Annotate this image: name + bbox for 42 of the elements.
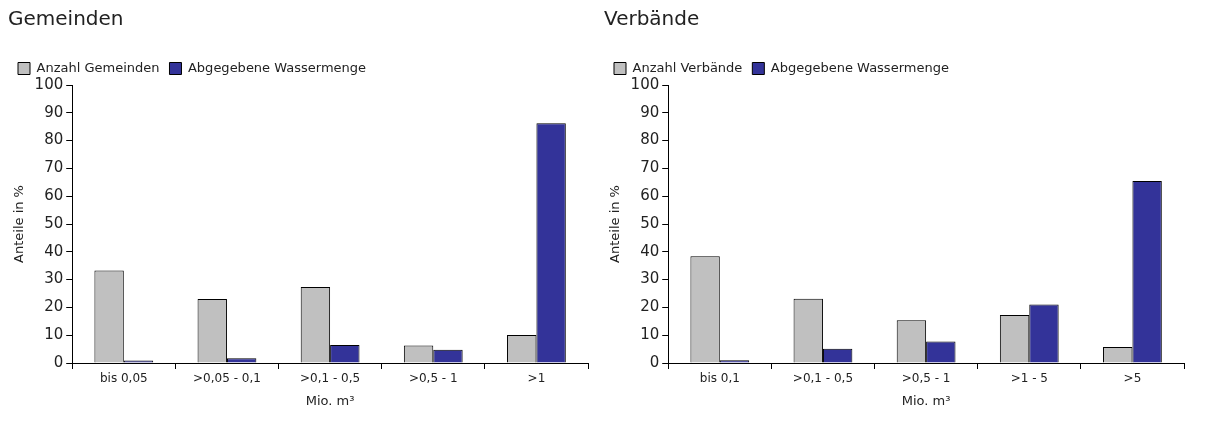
y-tick-label: 40 — [640, 241, 660, 260]
y-tick-label: 60 — [640, 186, 660, 205]
x-tick-label: bis 0,05 — [99, 371, 148, 386]
y-tick-label: 60 — [44, 186, 64, 205]
chart-title: Gemeinden — [8, 6, 124, 31]
y-tick-label: 0 — [53, 352, 64, 371]
y-tick-label: 10 — [44, 325, 64, 344]
y-axis-title: Anteile in % — [607, 185, 623, 263]
x-tick-label: >5 — [1123, 371, 1142, 386]
y-tick-label: 100 — [34, 74, 64, 93]
x-tick-label: >0,1 - 0,5 — [300, 371, 361, 386]
y-tick-label: 20 — [640, 297, 660, 316]
x-tick-label: >0,5 - 1 — [901, 371, 951, 386]
y-tick-label: 0 — [649, 352, 660, 371]
x-tick-label: >1 — [527, 371, 546, 386]
y-tick-label: 30 — [44, 269, 64, 288]
y-axis-title: Anteile in % — [11, 185, 27, 263]
x-tick-label: bis 0,1 — [699, 371, 740, 386]
x-tick-label: >0,05 - 0,1 — [193, 371, 261, 386]
y-tick-label: 40 — [44, 241, 64, 260]
y-tick-label: 50 — [640, 213, 660, 232]
x-axis-title: Mio. m³ — [901, 392, 951, 408]
y-tick-label: 80 — [640, 130, 660, 149]
x-axis-title: Mio. m³ — [305, 392, 355, 408]
x-tick-label: >1 - 5 — [1010, 371, 1048, 386]
y-tick-label: 10 — [640, 325, 660, 344]
y-tick-label: 70 — [44, 158, 64, 177]
chart-title: Verbände — [604, 6, 700, 31]
legend-label: Anzahl Gemeinden — [36, 59, 160, 75]
y-tick-label: 80 — [44, 130, 64, 149]
x-tick-label: >0,1 - 0,5 — [792, 371, 854, 386]
y-tick-label: 20 — [44, 297, 64, 316]
x-tick-label: >0,5 - 1 — [408, 371, 458, 386]
legend-label: Anzahl Verbände — [632, 59, 743, 75]
y-tick-label: 90 — [640, 102, 660, 121]
y-tick-label: 100 — [630, 74, 660, 93]
legend-label: Abgegebene Wassermenge — [187, 59, 367, 75]
y-tick-label: 30 — [640, 269, 660, 288]
y-tick-label: 70 — [640, 158, 660, 177]
y-tick-label: 50 — [44, 213, 64, 232]
legend-label: Abgegebene Wassermenge — [770, 59, 949, 75]
y-tick-label: 90 — [44, 102, 64, 121]
